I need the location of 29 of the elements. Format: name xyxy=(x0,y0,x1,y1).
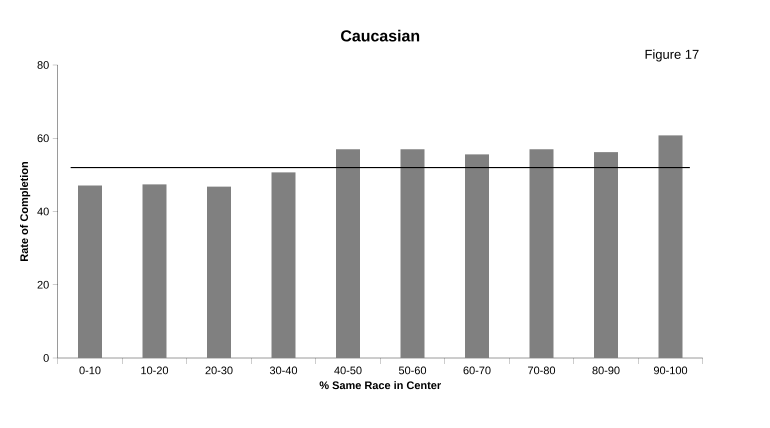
bar xyxy=(142,184,166,358)
bar xyxy=(272,172,296,358)
bar xyxy=(530,149,554,358)
x-tick-label: 80-90 xyxy=(592,366,620,374)
y-tick-label: 60 xyxy=(38,134,49,142)
bar xyxy=(336,149,360,358)
x-tick-label: 60-70 xyxy=(464,366,491,374)
y-tick-label: 20 xyxy=(38,280,49,289)
bar xyxy=(658,135,683,358)
bar xyxy=(400,149,425,358)
y-tick-label: 40 xyxy=(37,208,49,216)
x-tick-label: 20-30 xyxy=(206,366,233,374)
x-tick-label: 30-40 xyxy=(270,366,298,374)
x-tick-label: 10-20 xyxy=(141,366,168,374)
caption: Figure 17 xyxy=(646,49,699,62)
chart-title: Caucasian xyxy=(341,30,420,42)
y-axis-title: Rate of Completion xyxy=(20,162,30,261)
x-tick-label: 70-80 xyxy=(528,366,556,374)
x-axis-title: % Same Race in Center xyxy=(320,381,441,390)
bar xyxy=(78,186,102,358)
y-tick-label: 80 xyxy=(38,61,49,69)
x-tick-label: 0-10 xyxy=(79,366,101,374)
x-tick-label: 40-50 xyxy=(334,366,362,374)
x-tick-label: 90-100 xyxy=(654,366,688,374)
bar xyxy=(465,154,490,358)
bar xyxy=(594,152,618,358)
y-tick-label: 0 xyxy=(44,354,49,362)
x-tick-label: 50-60 xyxy=(398,366,426,374)
bar xyxy=(207,186,231,358)
